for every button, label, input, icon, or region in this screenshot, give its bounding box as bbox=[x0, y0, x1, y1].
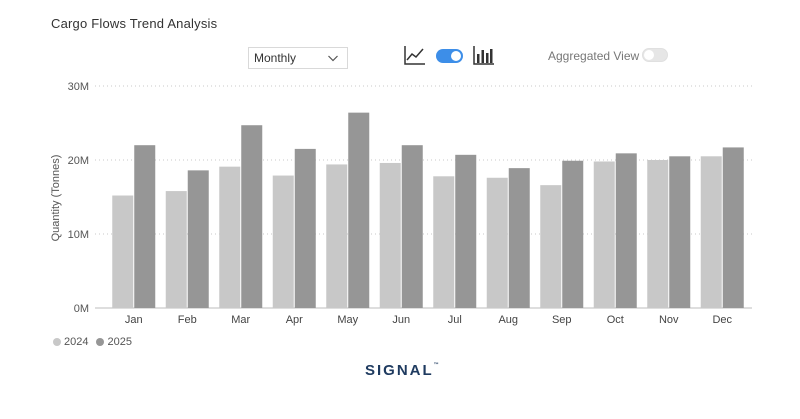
bar-2025-aug[interactable] bbox=[508, 168, 530, 308]
bar-2025-jan[interactable] bbox=[134, 145, 156, 308]
x-tick-label: Dec bbox=[712, 314, 732, 326]
legend-marker bbox=[53, 338, 61, 346]
aggregated-view-label: Aggregated View bbox=[548, 49, 640, 63]
bar-2024-jun[interactable] bbox=[379, 162, 401, 308]
legend-label: 2025 bbox=[107, 336, 132, 348]
bar-2024-sep[interactable] bbox=[540, 185, 562, 308]
y-tick-label: 30M bbox=[68, 81, 89, 93]
bar-2025-sep[interactable] bbox=[562, 160, 584, 308]
bar-2025-nov[interactable] bbox=[669, 156, 691, 308]
logo-text: SIGNAL bbox=[365, 362, 434, 379]
legend-item-2024[interactable]: 2024 bbox=[53, 336, 88, 348]
y-tick-label: 20M bbox=[68, 155, 89, 167]
y-tick-label: 10M bbox=[68, 229, 89, 241]
x-tick-label: Jul bbox=[448, 314, 462, 326]
legend-marker bbox=[96, 338, 105, 346]
line-chart-icon[interactable] bbox=[404, 45, 426, 70]
x-tick-label: Oct bbox=[607, 314, 624, 326]
x-tick-label: Apr bbox=[286, 314, 303, 326]
bar-2024-aug[interactable] bbox=[486, 177, 508, 308]
chart-type-toggle[interactable] bbox=[436, 49, 463, 63]
aggregated-view-toggle[interactable] bbox=[642, 48, 668, 62]
bar-2025-jun[interactable] bbox=[401, 145, 423, 308]
x-tick-label: Sep bbox=[552, 314, 572, 326]
bar-chart-icon[interactable] bbox=[473, 45, 495, 70]
x-tick-label: Feb bbox=[178, 314, 197, 326]
period-select-value: Monthly bbox=[254, 51, 297, 65]
bar-2024-nov[interactable] bbox=[647, 160, 669, 308]
bar-2025-mar[interactable] bbox=[241, 125, 263, 308]
x-tick-label: Jan bbox=[125, 314, 143, 326]
x-tick-label: Nov bbox=[659, 314, 679, 326]
bar-2024-may[interactable] bbox=[326, 164, 348, 308]
chart-title: Cargo Flows Trend Analysis bbox=[51, 16, 218, 31]
x-tick-label: May bbox=[337, 314, 358, 326]
bar-2024-mar[interactable] bbox=[219, 166, 241, 308]
x-tick-label: Aug bbox=[498, 314, 518, 326]
bar-2025-oct[interactable] bbox=[615, 153, 637, 308]
bar-2025-jul[interactable] bbox=[455, 154, 477, 308]
chevron-down-icon bbox=[327, 52, 339, 67]
legend-item-2025[interactable]: 2025 bbox=[96, 336, 132, 348]
toggle-knob bbox=[451, 51, 461, 61]
legend-label: 2024 bbox=[64, 336, 89, 348]
bar-2025-dec[interactable] bbox=[722, 147, 744, 308]
logo-tm: ™ bbox=[433, 362, 439, 368]
x-tick-label: Mar bbox=[231, 314, 250, 326]
signal-logo: SIGNAL™ bbox=[365, 362, 439, 379]
bar-2024-oct[interactable] bbox=[593, 161, 615, 308]
bar-2025-apr[interactable] bbox=[294, 148, 316, 308]
chart-legend: 2024 2025 bbox=[53, 336, 132, 348]
toggle-knob bbox=[644, 50, 654, 60]
period-select[interactable]: Monthly bbox=[248, 47, 348, 69]
y-tick-label: 0M bbox=[74, 303, 89, 315]
bar-2025-may[interactable] bbox=[348, 112, 370, 308]
bar-2024-jan[interactable] bbox=[112, 195, 134, 308]
bar-2024-jul[interactable] bbox=[433, 176, 455, 308]
bar-2024-apr[interactable] bbox=[272, 175, 294, 308]
bar-2025-feb[interactable] bbox=[187, 170, 209, 308]
bar-2024-dec[interactable] bbox=[700, 156, 722, 308]
bar-2024-feb[interactable] bbox=[165, 191, 187, 308]
y-axis-label: Quantity (Tonnes) bbox=[50, 155, 62, 242]
x-tick-label: Jun bbox=[392, 314, 410, 326]
